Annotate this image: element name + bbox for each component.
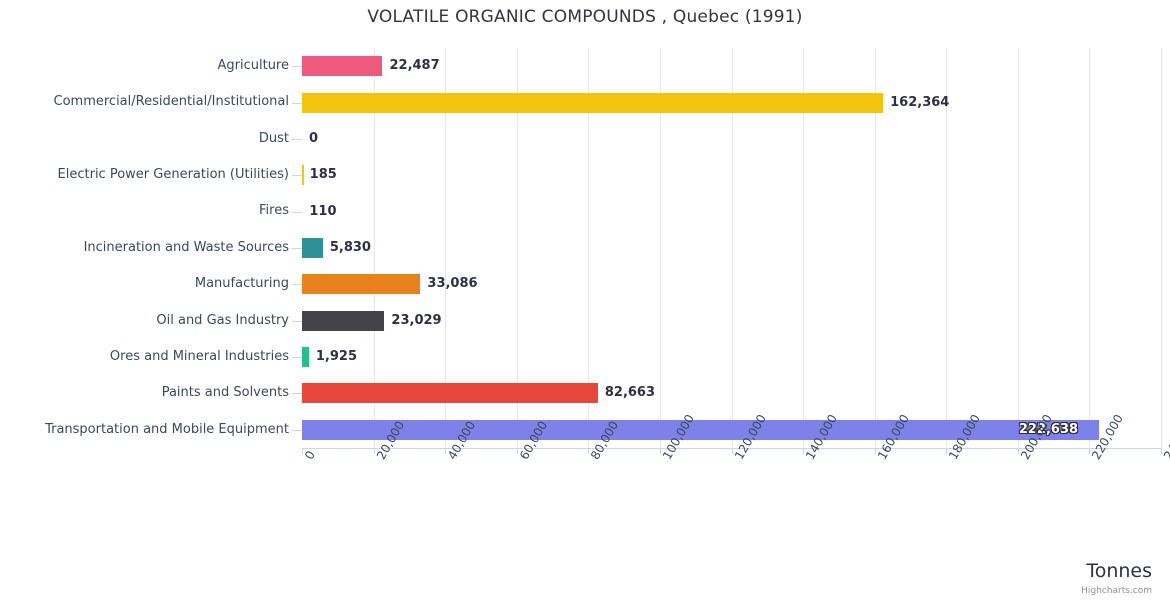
x-axis-tick-label: 20,000 <box>374 419 407 462</box>
x-axis-tick-mark <box>373 448 375 454</box>
x-axis-tick-mark <box>1017 448 1019 454</box>
bar[interactable] <box>302 274 421 295</box>
bar-value-label: 110 <box>309 203 337 219</box>
bar[interactable] <box>302 92 884 113</box>
category-label: Commercial/Residential/Institutional <box>53 94 290 110</box>
category-tick <box>292 393 302 394</box>
x-axis-tick-mark <box>659 448 661 454</box>
x-axis-tick-mark <box>516 448 518 454</box>
bar-value-label: 1,925 <box>315 349 357 365</box>
x-axis-tick-label: 40,000 <box>445 419 478 462</box>
x-axis-tick: 120,000 <box>732 412 769 525</box>
x-axis-tick: 80,000 <box>588 419 621 525</box>
gridline <box>516 48 518 448</box>
gridline <box>874 48 876 448</box>
x-axis-tick-mark <box>874 448 876 454</box>
bar-value-label: 22,487 <box>389 58 440 74</box>
category-label: Paints and Solvents <box>161 385 289 401</box>
category-label: Electric Power Generation (Utilities) <box>57 167 289 183</box>
x-axis-tick-mark <box>1089 448 1091 454</box>
bar-value-label: 33,086 <box>427 276 478 292</box>
x-axis-tick: 200,000 <box>1018 412 1055 525</box>
gridline <box>946 48 948 448</box>
bar-value-label: 185 <box>309 167 337 183</box>
gridline <box>445 48 447 448</box>
bar[interactable] <box>302 347 309 368</box>
category-tick <box>292 212 302 213</box>
x-axis-tick: 220,000 <box>1089 412 1126 525</box>
gridline <box>659 48 661 448</box>
x-axis-tick-label: 60,000 <box>517 419 550 462</box>
x-axis-tick-label: 200,000 <box>1018 412 1055 462</box>
category-tick <box>292 248 302 249</box>
category-label: Dust <box>258 130 289 146</box>
x-axis-tick-label: 80,000 <box>588 419 621 462</box>
x-axis-tick: 40,000 <box>445 419 478 525</box>
x-axis-tick-mark <box>588 448 590 454</box>
bar[interactable] <box>302 419 1099 440</box>
x-axis-tick: 60,000 <box>517 419 550 525</box>
x-axis-tick-mark <box>946 448 948 454</box>
x-axis-tick-label: 120,000 <box>732 412 769 462</box>
category-tick <box>292 139 302 140</box>
bar-value-label: 23,029 <box>391 312 442 328</box>
category-label: Incineration and Waste Sources <box>83 239 289 255</box>
category-tick <box>292 321 302 322</box>
category-label: Fires <box>259 203 289 219</box>
x-axis-tick: 240,000 <box>1161 412 1170 525</box>
x-axis-tick-mark <box>803 448 805 454</box>
x-axis-tick: 0 <box>302 448 318 525</box>
category-tick <box>292 66 302 67</box>
bar[interactable] <box>302 238 323 258</box>
x-axis-tick-label: 140,000 <box>803 412 840 462</box>
category-tick <box>292 175 302 176</box>
gridline <box>1161 48 1162 448</box>
axis-title-tonnes: Tonnes <box>1086 560 1152 582</box>
category-tick <box>292 430 302 431</box>
x-axis-tick-label: 160,000 <box>875 412 912 462</box>
gridline <box>1089 48 1091 448</box>
bar[interactable] <box>302 165 304 186</box>
x-axis-tick: 100,000 <box>660 412 697 525</box>
x-axis-tick-label: 240,000 <box>1161 412 1170 462</box>
category-tick <box>292 284 302 285</box>
gridline <box>588 48 590 448</box>
x-axis-tick: 180,000 <box>946 412 983 525</box>
bar-value-label: 222,638 <box>1018 421 1079 437</box>
gridline <box>731 48 733 448</box>
category-label: Agriculture <box>217 58 290 73</box>
category-tick <box>292 357 302 358</box>
highcharts-credit[interactable]: Highcharts.com <box>1081 586 1152 596</box>
x-axis-tick-mark <box>1161 448 1162 454</box>
x-axis-tick-label: 100,000 <box>660 412 697 462</box>
category-label: Transportation and Mobile Equipment <box>45 421 289 437</box>
plot-area: 22,487 162,364 0 185 110 5,830 33,086 23,029 1,9… <box>302 48 1162 448</box>
category-tick <box>292 103 302 104</box>
x-axis-tick: 20,000 <box>374 419 407 525</box>
bar-value-label: 162,364 <box>890 94 950 110</box>
bar[interactable] <box>302 56 383 77</box>
chart-title: VOLATILE ORGANIC COMPOUNDS , Quebec (199… <box>367 7 803 27</box>
category-label: Ores and Mineral Industries <box>109 348 289 364</box>
bar-value-label: 5,830 <box>329 240 371 255</box>
category-label: Manufacturing <box>194 276 289 292</box>
x-axis-tick-label: 180,000 <box>946 412 983 462</box>
gridline <box>803 48 805 448</box>
bar[interactable] <box>302 310 385 331</box>
x-axis-tick: 140,000 <box>803 412 840 525</box>
bar-value-label: 82,663 <box>604 385 656 401</box>
x-axis-tick-mark <box>302 448 303 454</box>
gridline <box>1017 48 1019 448</box>
bar-value-label: 0 <box>309 130 319 146</box>
x-axis-tick-label: 0 <box>302 448 318 462</box>
x-axis-tick-mark <box>445 448 447 454</box>
bar[interactable] <box>302 383 598 404</box>
gridline <box>373 48 375 448</box>
x-axis-tick: 160,000 <box>875 412 912 525</box>
x-axis-tick-mark <box>731 448 733 454</box>
x-axis-tick-label: 220,000 <box>1089 412 1126 462</box>
category-label: Oil and Gas Industry <box>156 312 289 328</box>
